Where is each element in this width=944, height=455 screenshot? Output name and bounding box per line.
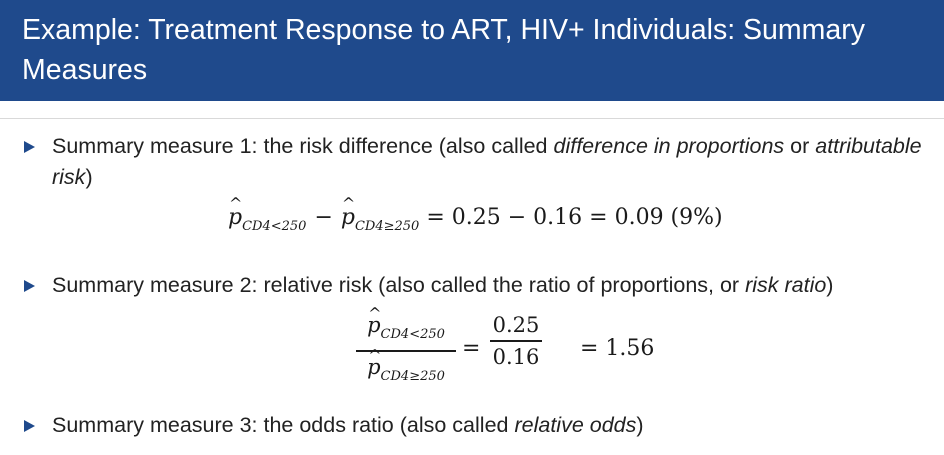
subscript-cd4-high: CD4≥250 xyxy=(354,219,420,234)
bullet-summary-measure-2: Summary measure 2: relative risk (also c… xyxy=(22,270,922,301)
slide-title: Example: Treatment Response to ART, HIV+… xyxy=(22,14,865,86)
p-hat-symbol: p ^ xyxy=(340,194,355,230)
bullet-text-part: Summary measure 2: relative risk (also c… xyxy=(52,273,746,297)
bullet-text-part: or xyxy=(784,134,816,158)
bullet-text: Summary measure 3: the odds ratio (also … xyxy=(52,410,922,441)
hat-mark: ^ xyxy=(341,194,356,213)
hat-mark: ^ xyxy=(368,304,382,323)
fraction-bar xyxy=(356,350,456,352)
bullet-italic-term: relative odds xyxy=(514,413,637,437)
p-letter: p xyxy=(228,205,243,230)
p-hat-symbol: p ^ xyxy=(367,304,381,338)
divider xyxy=(0,118,944,119)
bullet-italic-term: attributable risk xyxy=(52,134,922,189)
bullet-summary-measure-3: Summary measure 3: the odds ratio (also … xyxy=(22,410,922,441)
values-fraction: 0.25 0.16 xyxy=(490,312,542,370)
p-letter: p xyxy=(367,313,381,337)
bullet-text-part: ) xyxy=(826,273,834,297)
title-bar: Example: Treatment Response to ART, HIV+… xyxy=(0,0,944,101)
subscript-cd4-low: CD4<250 xyxy=(242,219,307,234)
bullet-triangle-icon xyxy=(24,420,35,432)
bullet-summary-measure-1: Summary measure 1: the risk difference (… xyxy=(22,131,922,193)
bullet-triangle-icon xyxy=(24,141,35,153)
minus-operator: − xyxy=(314,205,333,230)
bullet-text-part: Summary measure 3: the odds ratio (also … xyxy=(52,413,515,437)
p-hat-symbol: p ^ xyxy=(367,346,381,380)
equals-sign: = xyxy=(462,336,481,361)
p-hat-symbol: p ^ xyxy=(228,194,243,230)
hat-mark: ^ xyxy=(229,194,243,213)
fraction-numerator: 0.25 xyxy=(492,313,540,337)
bullet-italic-term: risk ratio xyxy=(745,273,827,297)
proportions-fraction: p ^ CD4<250 p ^ CD4≥250 xyxy=(356,304,456,390)
p-letter: p xyxy=(340,205,355,230)
bullet-text: Summary measure 1: the risk difference (… xyxy=(52,131,922,193)
fraction-denominator: p ^ CD4≥250 xyxy=(356,346,456,390)
p-letter: p xyxy=(367,354,381,379)
bullet-italic-term: difference in proportions xyxy=(553,134,785,158)
bullet-triangle-icon xyxy=(24,280,35,292)
subscript-cd4-high: CD4≥250 xyxy=(380,368,445,384)
fraction-denominator: 0.16 xyxy=(492,344,540,369)
fraction-bar xyxy=(490,340,542,342)
bullet-text: Summary measure 2: relative risk (also c… xyxy=(52,270,922,301)
bullet-text-part: ) xyxy=(636,413,644,437)
hat-mark: ^ xyxy=(368,345,382,365)
risk-difference-equation: p ^ CD4<250− p ^ CD4≥250 = 0.25 − 0.16 = 0.09… xyxy=(228,194,723,234)
equation-result: = 1.56 xyxy=(580,336,655,361)
bullet-text-part: ) xyxy=(85,165,93,189)
subscript-cd4-low: CD4<250 xyxy=(380,327,445,342)
bullet-text-part: Summary measure 1: the risk difference (… xyxy=(52,134,554,158)
fraction-numerator: p ^ CD4<250 xyxy=(356,304,456,348)
equation-result: = 0.25 − 0.16 = 0.09 (9%) xyxy=(426,205,723,230)
